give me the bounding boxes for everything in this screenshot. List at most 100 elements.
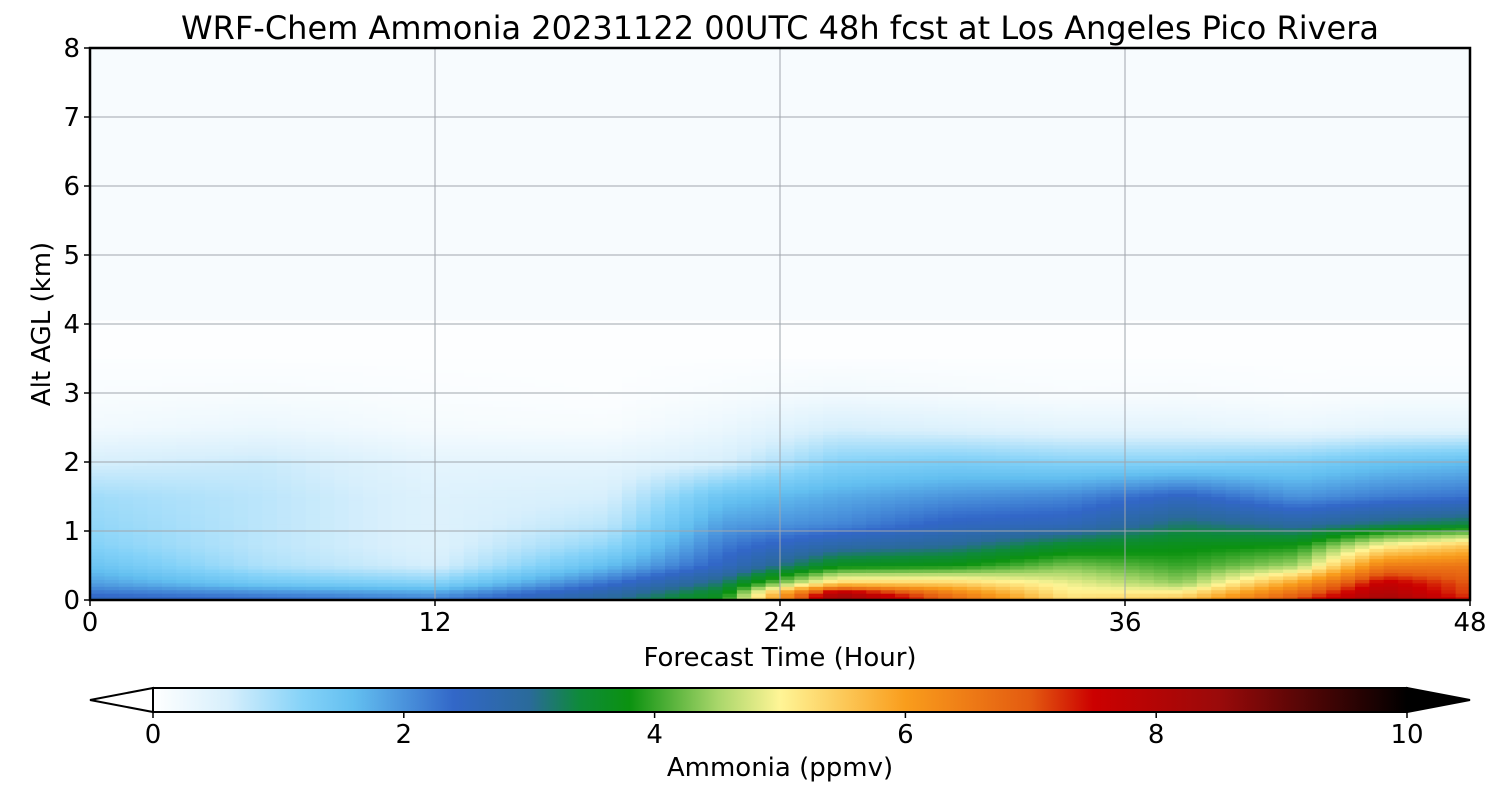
field-cell — [118, 568, 134, 573]
field-cell — [938, 551, 954, 556]
field-cell — [190, 493, 206, 498]
field-cell — [305, 358, 321, 363]
field-cell — [305, 351, 321, 356]
field-cell — [377, 420, 393, 425]
field-cell — [291, 437, 307, 442]
field-cell — [161, 537, 177, 542]
field-cell — [262, 410, 278, 415]
field-cell — [262, 320, 278, 325]
field-cell — [621, 437, 637, 442]
field-cell — [550, 420, 565, 425]
field-cell — [478, 337, 494, 342]
field-cell — [320, 386, 335, 391]
field-cell — [665, 448, 680, 453]
field-cell — [334, 406, 350, 411]
field-cell — [780, 355, 795, 360]
field-cell — [435, 444, 450, 449]
field-cell — [938, 496, 954, 501]
field-cell — [320, 465, 335, 470]
field-cell — [161, 520, 177, 525]
field-cell — [363, 520, 379, 525]
field-cell — [147, 334, 163, 339]
field-cell — [593, 513, 609, 518]
field-cell — [535, 513, 551, 518]
field-cell — [147, 355, 163, 360]
field-cell — [909, 572, 925, 577]
field-cell — [765, 386, 781, 391]
field-cell — [866, 586, 882, 591]
field-cell — [320, 503, 335, 508]
field-cell — [650, 589, 666, 594]
field-cell — [607, 399, 623, 404]
field-cell — [348, 361, 364, 366]
field-cell — [837, 389, 853, 394]
field-cell — [564, 420, 580, 425]
field-cell — [895, 361, 910, 366]
field-cell — [118, 424, 134, 429]
field-cell — [147, 582, 163, 587]
field-cell — [348, 403, 364, 408]
field-cell — [248, 544, 264, 549]
field-cell — [866, 434, 882, 439]
field-cell — [305, 437, 321, 442]
field-cell — [377, 396, 393, 401]
field-cell — [866, 520, 882, 525]
field-cell — [751, 361, 767, 366]
field-cell — [851, 513, 867, 518]
field-cell — [837, 393, 853, 398]
field-cell — [823, 534, 839, 539]
field-cell — [780, 562, 795, 567]
field-cell — [305, 368, 321, 373]
field-cell — [952, 417, 968, 422]
field-cell — [679, 468, 695, 473]
field-cell — [837, 520, 853, 525]
field-cell — [320, 537, 335, 542]
field-cell — [420, 448, 436, 453]
field-cell — [895, 475, 910, 480]
field-cell — [334, 341, 350, 346]
field-cell — [780, 448, 795, 453]
field-cell — [463, 413, 479, 418]
field-cell — [406, 551, 422, 556]
field-cell — [751, 468, 767, 473]
field-cell — [205, 424, 220, 429]
field-cell — [205, 396, 220, 401]
field-cell — [276, 548, 292, 553]
field-cell — [348, 396, 364, 401]
field-cell — [765, 551, 781, 556]
field-cell — [391, 361, 407, 366]
field-cell — [679, 375, 695, 380]
field-cell — [693, 575, 709, 580]
field-cell — [291, 344, 307, 349]
field-cell — [837, 541, 853, 546]
field-cell — [305, 513, 321, 518]
field-cell — [564, 541, 580, 546]
field-cell — [966, 441, 982, 446]
field-cell — [248, 344, 264, 349]
field-cell — [535, 327, 551, 332]
field-cell — [665, 393, 680, 398]
field-cell — [693, 444, 709, 449]
field-cell — [794, 455, 810, 460]
field-cell — [435, 386, 450, 391]
field-cell — [492, 451, 508, 456]
field-cell — [550, 358, 565, 363]
field-cell — [219, 434, 235, 439]
field-cell — [363, 548, 379, 553]
field-cell — [133, 403, 149, 408]
field-cell — [305, 427, 321, 432]
field-cell — [348, 596, 364, 601]
field-cell — [866, 403, 882, 408]
field-cell — [823, 486, 839, 491]
field-cell — [305, 531, 321, 536]
field-cell — [823, 572, 839, 577]
field-cell — [765, 524, 781, 529]
field-cell — [895, 496, 910, 501]
field-cell — [895, 341, 910, 346]
field-cell — [506, 489, 522, 494]
field-cell — [449, 493, 465, 498]
field-cell — [104, 537, 120, 542]
field-cell — [435, 330, 450, 335]
field-cell — [535, 437, 551, 442]
field-cell — [377, 579, 393, 584]
